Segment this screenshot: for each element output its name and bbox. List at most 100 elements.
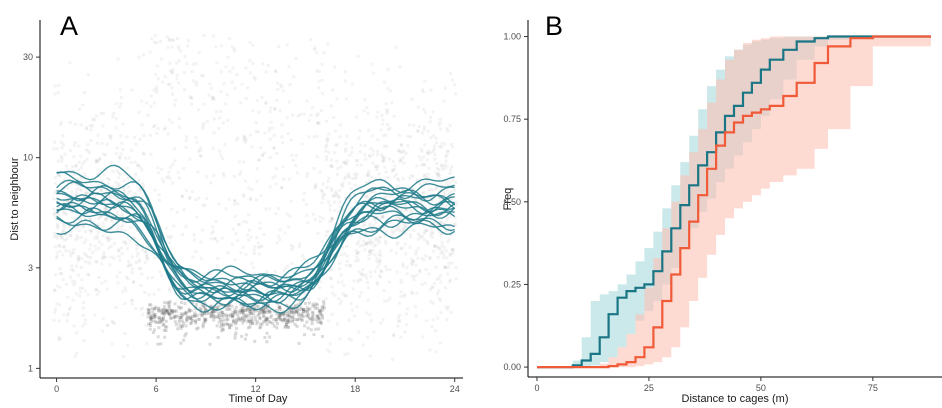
background-point [257,312,261,316]
background-point [95,159,98,163]
background-point [217,127,221,130]
background-point [143,261,147,264]
panel-b-label: B [545,11,563,41]
background-point [317,317,321,321]
background-point [249,307,253,310]
background-point [121,223,125,227]
background-point [109,255,113,259]
background-point [268,335,272,339]
background-point [236,202,240,206]
background-point [428,348,432,352]
background-point [95,234,99,238]
background-point [268,156,272,160]
background-point [429,151,433,155]
background-point [128,239,132,242]
background-point [161,239,165,243]
background-point [125,219,129,223]
background-point [248,309,252,313]
background-point [287,177,291,181]
background-point [447,265,451,269]
background-point [104,193,108,197]
panel-b-x-ticks: 0 25 50 75 [534,377,878,393]
background-point [420,131,424,135]
background-point [396,206,400,210]
background-point [397,215,401,219]
background-point [259,325,263,329]
background-point [69,254,73,258]
background-point [357,270,361,274]
background-point [55,302,59,306]
background-point [76,177,80,181]
background-point [277,314,281,318]
background-point [422,190,426,194]
background-point [445,318,449,322]
background-point [310,317,314,321]
background-point [451,251,455,255]
background-point [150,316,153,320]
background-point [97,246,101,250]
background-point [353,177,357,180]
background-point [179,341,183,345]
background-point [53,140,57,144]
background-point [328,276,332,280]
background-point [168,287,172,291]
background-point [375,259,379,263]
background-point [294,309,298,313]
background-point [129,160,133,164]
background-point [403,224,407,228]
background-point [202,304,206,308]
background-point [270,126,274,130]
background-point [66,312,70,316]
background-point [250,316,254,320]
background-point [439,127,443,131]
background-point [183,288,187,292]
background-point [188,197,192,201]
background-point [368,250,372,254]
background-point [201,203,205,207]
background-point [116,214,120,218]
background-point [94,248,98,252]
background-point [61,134,65,138]
background-point [102,200,105,204]
background-point [330,285,334,289]
background-point [271,322,275,325]
background-point [454,200,458,204]
background-point [402,230,405,234]
background-point [142,53,145,57]
background-point [121,197,125,201]
background-point [87,255,90,259]
background-point [205,312,209,315]
background-point [251,322,254,325]
background-point [415,164,419,168]
background-point [159,167,163,171]
background-point [252,309,256,313]
background-point [449,310,453,314]
background-point [259,194,263,197]
background-point [157,193,161,197]
background-point [86,293,90,297]
background-point [101,225,105,229]
background-point [281,311,285,315]
background-point [136,244,140,248]
background-point [196,170,200,174]
background-point [166,312,170,316]
background-point [193,320,197,323]
background-point [57,173,61,177]
background-point [140,99,144,103]
background-point [76,236,80,240]
background-point [60,159,64,163]
background-point [277,305,281,309]
background-point [97,222,101,226]
background-point [319,312,322,316]
background-point [412,228,416,232]
background-point [359,278,363,282]
background-point [113,322,116,325]
background-point [233,336,237,340]
background-point [80,266,84,270]
background-point [391,357,394,361]
background-point [453,188,457,192]
background-point [81,313,85,317]
background-point [396,240,400,244]
background-point [94,160,98,164]
panel-a-series [56,164,456,314]
